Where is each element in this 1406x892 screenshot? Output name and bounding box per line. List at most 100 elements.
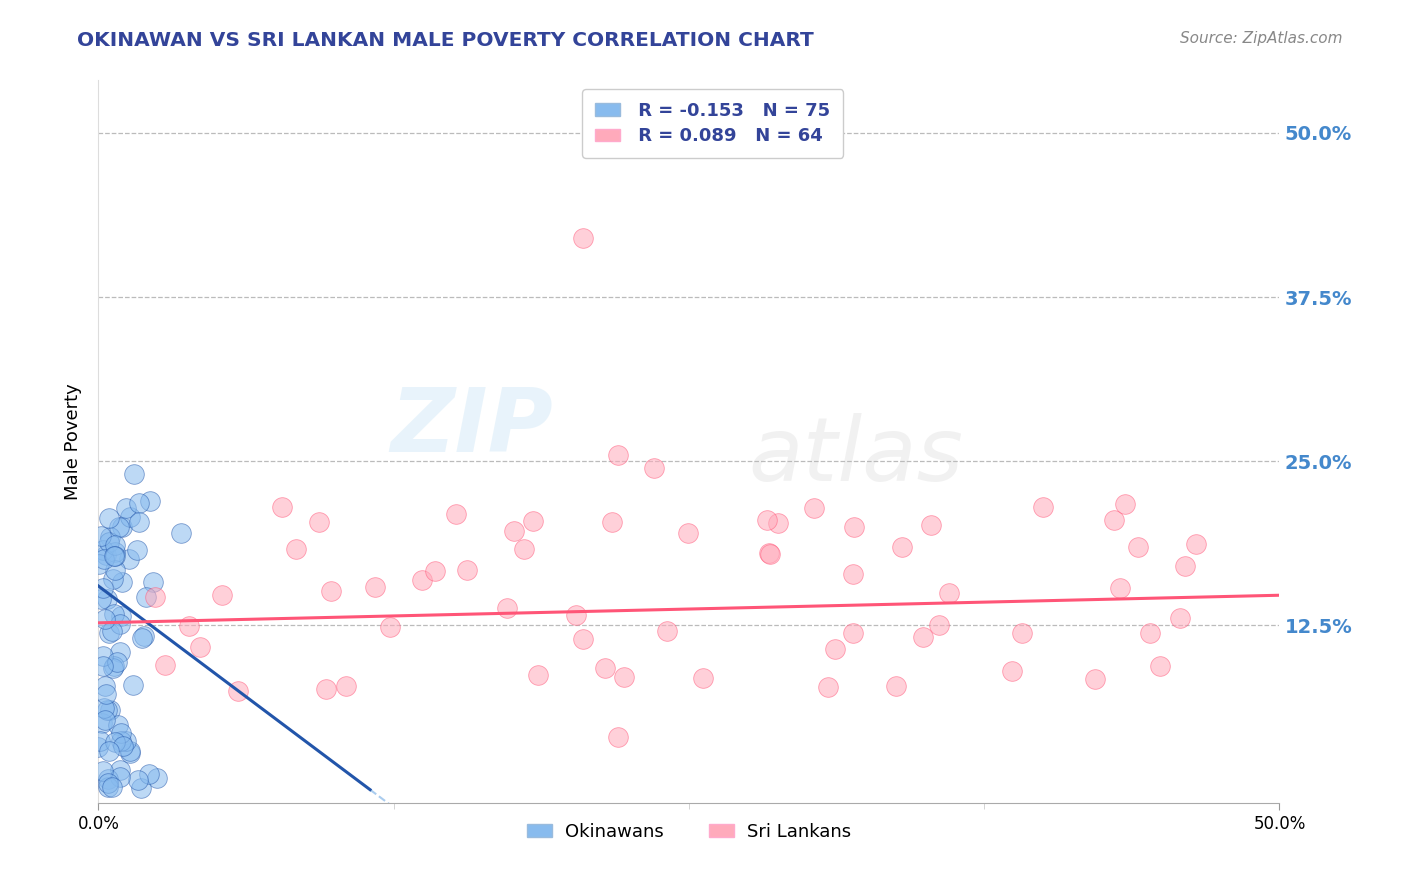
- Point: [98, 744, 121, 758]
- Point: [607, 730, 630, 744]
- Point: [657, 624, 679, 639]
- Point: [411, 573, 433, 587]
- Point: [111, 520, 134, 534]
- Point: [97, 780, 120, 795]
- Point: [817, 681, 839, 695]
- Point: [188, 640, 211, 654]
- Point: [1139, 626, 1161, 640]
- Point: [512, 542, 534, 557]
- Point: [153, 658, 176, 673]
- Point: [91, 648, 114, 663]
- Point: [177, 619, 200, 633]
- Point: [308, 515, 330, 529]
- Point: [572, 632, 595, 646]
- Point: [114, 733, 136, 747]
- Point: [98, 626, 121, 640]
- Point: [128, 515, 150, 529]
- Point: [121, 678, 143, 692]
- Point: [96, 703, 118, 717]
- Point: [600, 515, 623, 529]
- Point: [91, 716, 114, 731]
- Point: [321, 583, 343, 598]
- Point: [131, 780, 153, 795]
- Point: [131, 631, 153, 645]
- Point: [96, 592, 118, 607]
- Point: [96, 687, 118, 701]
- Point: [91, 582, 114, 596]
- Point: [920, 518, 942, 533]
- Point: [98, 703, 121, 717]
- Point: [94, 680, 117, 694]
- Point: [503, 524, 526, 538]
- Point: [170, 526, 193, 541]
- Point: [607, 448, 630, 462]
- Point: [110, 616, 132, 631]
- Point: [890, 540, 912, 554]
- Point: [911, 630, 934, 644]
- Point: [364, 580, 387, 594]
- Point: [756, 513, 779, 527]
- Point: [135, 591, 157, 605]
- Point: [87, 740, 110, 755]
- Point: [315, 682, 337, 697]
- Point: [103, 607, 125, 621]
- Point: [139, 493, 162, 508]
- Point: [841, 625, 863, 640]
- Point: [110, 733, 132, 747]
- Point: [423, 564, 446, 578]
- Point: [122, 467, 145, 482]
- Point: [98, 535, 121, 549]
- Point: [692, 671, 714, 685]
- Point: [104, 549, 127, 564]
- Point: [118, 552, 141, 566]
- Point: [120, 746, 142, 760]
- Point: [98, 530, 121, 544]
- Point: [335, 680, 357, 694]
- Point: [110, 609, 132, 624]
- Point: [146, 771, 169, 785]
- Point: [1001, 664, 1024, 678]
- Point: [211, 587, 233, 601]
- Point: [938, 586, 960, 600]
- Point: [285, 542, 308, 557]
- Point: [110, 575, 132, 590]
- Point: [104, 735, 127, 749]
- Point: [101, 572, 124, 586]
- Point: [526, 668, 548, 682]
- Point: [90, 529, 112, 543]
- Point: [758, 546, 780, 560]
- Point: [110, 725, 132, 739]
- Point: [120, 744, 142, 758]
- Point: [91, 543, 114, 558]
- Point: [93, 612, 115, 626]
- Point: [565, 607, 588, 622]
- Point: [104, 538, 127, 552]
- Point: [613, 670, 636, 684]
- Point: [1102, 513, 1125, 527]
- Point: [1114, 497, 1136, 511]
- Point: [128, 496, 150, 510]
- Point: [1168, 611, 1191, 625]
- Point: [595, 661, 617, 675]
- Point: [101, 624, 124, 638]
- Point: [97, 776, 120, 790]
- Point: [138, 766, 160, 780]
- Point: [118, 510, 141, 524]
- Text: OKINAWAN VS SRI LANKAN MALE POVERTY CORRELATION CHART: OKINAWAN VS SRI LANKAN MALE POVERTY CORR…: [77, 31, 814, 50]
- Point: [142, 574, 165, 589]
- Point: [844, 520, 866, 534]
- Point: [97, 772, 120, 787]
- Point: [91, 764, 114, 779]
- Point: [127, 772, 149, 787]
- Point: [676, 526, 699, 541]
- Point: [1084, 673, 1107, 687]
- Point: [101, 661, 124, 675]
- Point: [103, 659, 125, 673]
- Point: [1149, 659, 1171, 673]
- Point: [143, 590, 166, 604]
- Point: [87, 557, 110, 571]
- Text: Source: ZipAtlas.com: Source: ZipAtlas.com: [1180, 31, 1343, 46]
- Point: [1126, 540, 1149, 554]
- Point: [1109, 581, 1132, 595]
- Point: [93, 552, 115, 566]
